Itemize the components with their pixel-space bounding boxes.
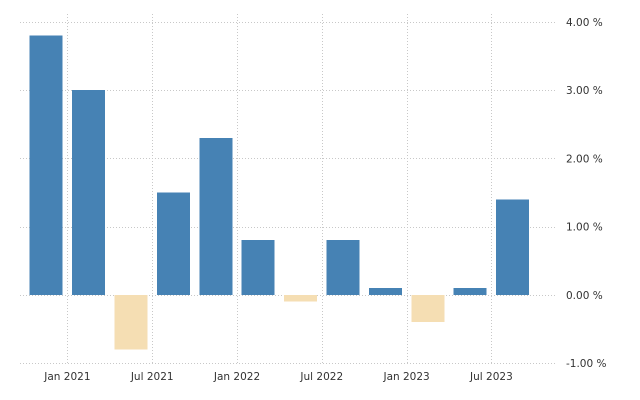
bar (29, 35, 63, 295)
y-tick-label: 3.00 % (566, 85, 603, 97)
x-axis-labels: Jan 2021 Jul 2021 Jan 2022 Jul 2022 Jan 2023… (43, 371, 512, 383)
grid (20, 14, 555, 364)
x-tick-label: Jul 2022 (299, 371, 343, 383)
bar (368, 287, 402, 295)
x-tick-label: Jan 2021 (43, 371, 90, 383)
bars (29, 35, 530, 350)
bar (156, 192, 190, 295)
bar (72, 90, 106, 295)
bar (199, 137, 233, 295)
bar (241, 240, 275, 295)
x-tick-label: Jan 2023 (382, 371, 429, 383)
bar (453, 287, 487, 295)
y-tick-label: 1.00 % (566, 222, 603, 234)
y-tick-label: -1.00 % (566, 358, 607, 370)
y-tick-label: 0.00 % (566, 290, 603, 302)
x-tick-label: Jan 2022 (213, 371, 260, 383)
bar (326, 240, 360, 295)
bar (411, 294, 445, 323)
bar (284, 294, 318, 302)
x-tick-label: Jul 2021 (130, 371, 174, 383)
y-axis-labels: 4.00 % 3.00 % 2.00 % 1.00 % 0.00 % -1.00 % (566, 17, 607, 370)
y-tick-label: 4.00 % (566, 17, 603, 29)
x-tick-label: Jul 2023 (469, 371, 513, 383)
y-tick-label: 2.00 % (566, 153, 603, 165)
bar (496, 199, 530, 295)
bar (114, 294, 148, 350)
